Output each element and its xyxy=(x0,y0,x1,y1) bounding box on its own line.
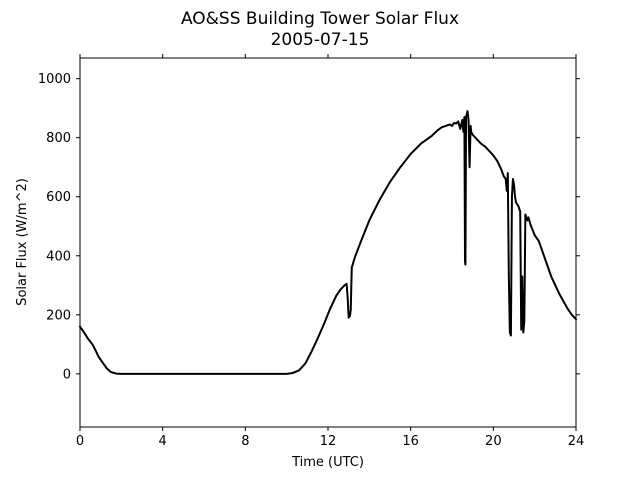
y-tick-label-600: 600 xyxy=(46,190,71,205)
y-tick-label-200: 200 xyxy=(46,308,71,323)
y-axis-label: Solar Flux (W/m^2) xyxy=(15,178,30,306)
series-line-0 xyxy=(79,110,577,375)
y-tick-label-400: 400 xyxy=(46,249,71,264)
x-axis: 0 4 8 12 16 20 24 xyxy=(76,54,584,449)
x-tick-label-8: 8 xyxy=(241,434,249,449)
plot-area xyxy=(79,57,577,428)
x-tick-label-16: 16 xyxy=(402,434,419,449)
x-tick-label-12: 12 xyxy=(320,434,337,449)
y-axis: 0 200 400 600 800 1000 xyxy=(38,72,580,382)
x-tick-label-20: 20 xyxy=(485,434,502,449)
x-tick-label-4: 4 xyxy=(159,434,167,449)
chart-title: AO&SS Building Tower Solar Flux xyxy=(181,9,459,29)
x-axis-label: Time (UTC) xyxy=(291,455,364,470)
y-tick-label-800: 800 xyxy=(46,131,71,146)
x-tick-label-24: 24 xyxy=(568,434,585,449)
chart-subtitle: 2005-07-15 xyxy=(271,30,370,50)
y-tick-label-0: 0 xyxy=(63,367,71,382)
y-tick-label-1000: 1000 xyxy=(38,72,71,87)
plot-frame xyxy=(79,57,577,428)
x-tick-label-0: 0 xyxy=(76,434,84,449)
